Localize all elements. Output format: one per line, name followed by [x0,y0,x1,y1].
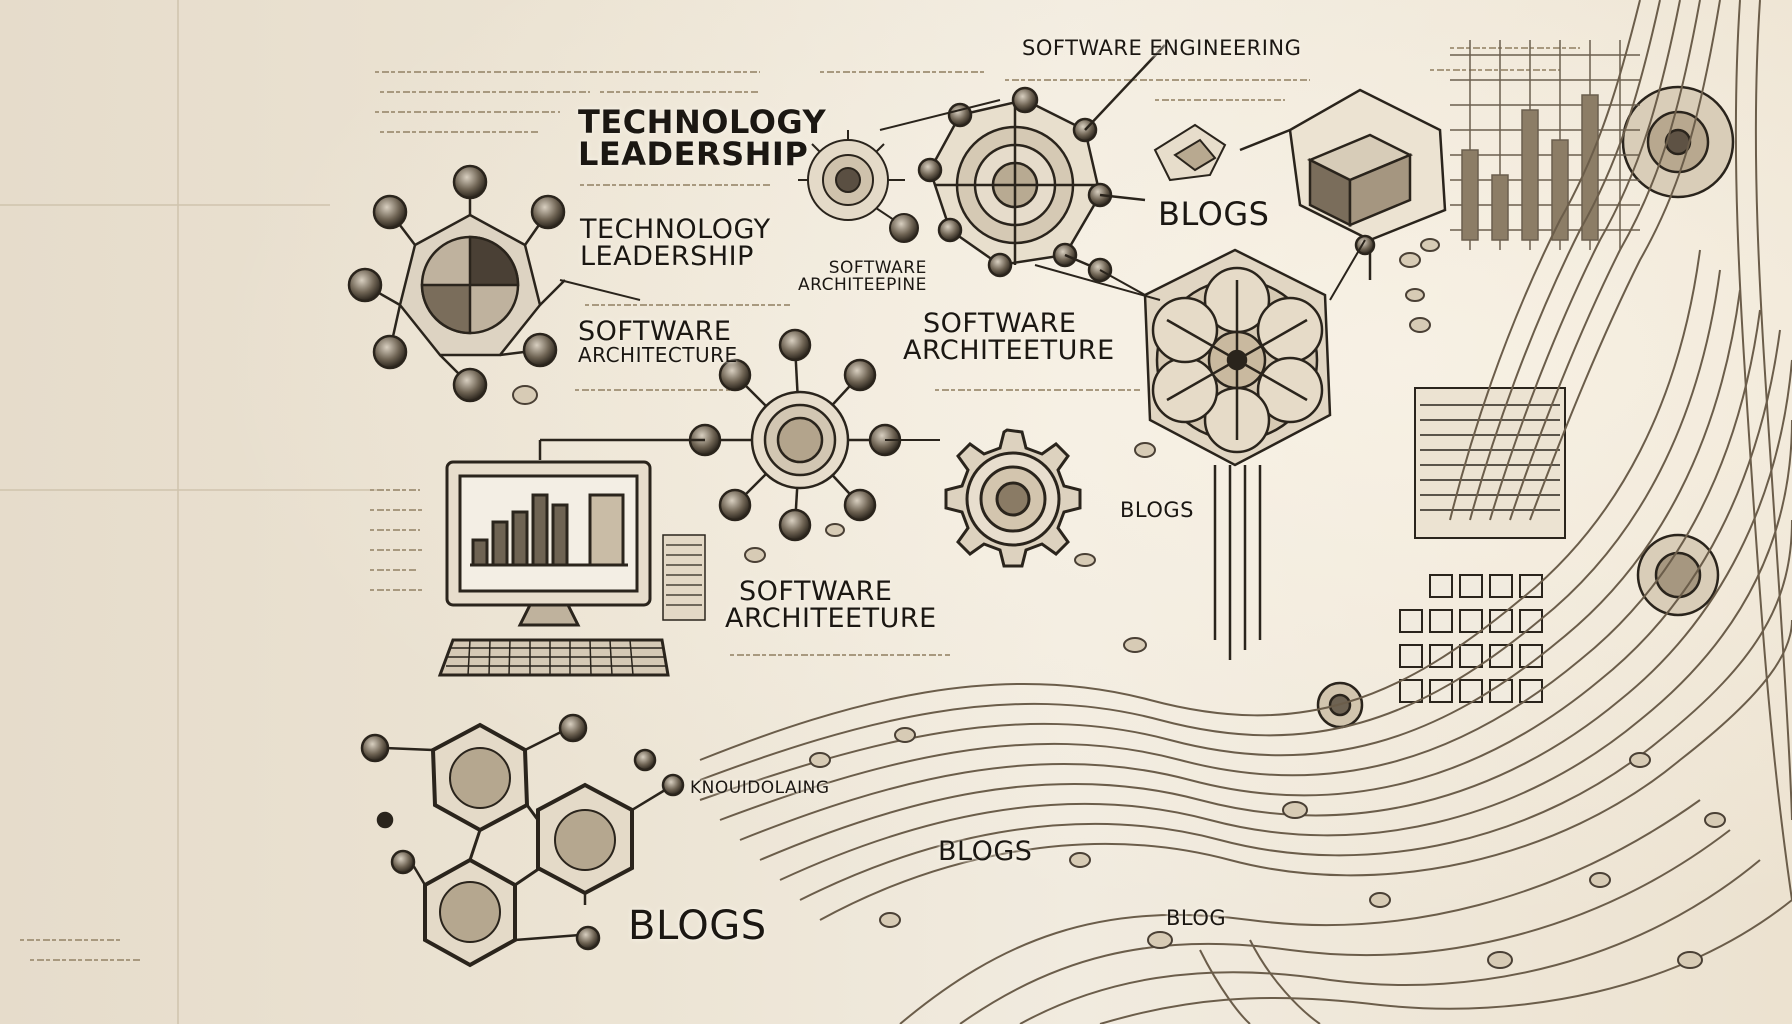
label-line: LEADERSHIP [580,241,754,272]
hexagon-cluster-bottom [360,713,685,968]
computer-monitor-icon [437,460,706,677]
network-node-cluster-left [347,164,566,403]
label-blogs-lower: BLOGS [938,836,1033,867]
small-crystal-icon [1153,123,1227,182]
label-technology-leadership-2: TECHNOLOGY LEADERSHIP [580,216,771,270]
cube-hexagon-icon [1239,88,1447,280]
label-knouidolaing: KNOUIDOLAING [690,778,830,798]
label-line: TECHNOLOGY [580,214,771,245]
label-blog-small: BLOG [1166,906,1227,930]
label-software-architecture-bottom: SOFTWARE ARCHITEETURE [725,578,937,632]
label-line: SOFTWARE [923,308,1077,339]
octagon-network-top [917,44,1166,283]
label-blogs-bottom: BLOGS [628,903,767,949]
label-line: SOFTWARE [828,258,927,278]
label-blogs-mid: BLOGS [1120,498,1194,522]
label-line: TECHNOLOGY [578,103,827,141]
label-line: ARCHITECTURE [578,343,738,367]
flowing-lines [699,0,1792,1024]
label-line: SOFTWARE [578,316,732,347]
bar-grid-upper-right [1450,40,1640,250]
gear-icon [944,428,1082,568]
label-software-architecture-left: SOFTWARE ARCHITECTURE [578,318,738,365]
connector-lines [559,99,1366,441]
label-technology-leadership-1: TECHNOLOGY LEADERSHIP [578,106,826,170]
label-software-architecture-mid: SOFTWARE ARCHITEETURE [903,310,1115,364]
label-line: ARCHITEETURE [903,335,1115,366]
paper-folds [0,0,380,1024]
label-software-architeepine: SOFTWARE ARCHITEEPINE [798,260,927,294]
scribble-text-top [20,47,1580,961]
small-gear-node-top [798,130,919,243]
label-line: LEADERSHIP [578,135,809,173]
central-hub-network [538,328,902,542]
flower-hexagon-icon [1143,248,1332,660]
label-line: SOFTWARE [739,576,893,607]
label-blogs-top: BLOGS [1158,195,1270,233]
label-line: ARCHITEETURE [725,603,937,634]
swirl-decorations [512,238,1726,969]
label-line: ARCHITEEPINE [798,275,927,295]
label-software-engineering: SOFTWARE ENGINEERING [1022,36,1302,60]
